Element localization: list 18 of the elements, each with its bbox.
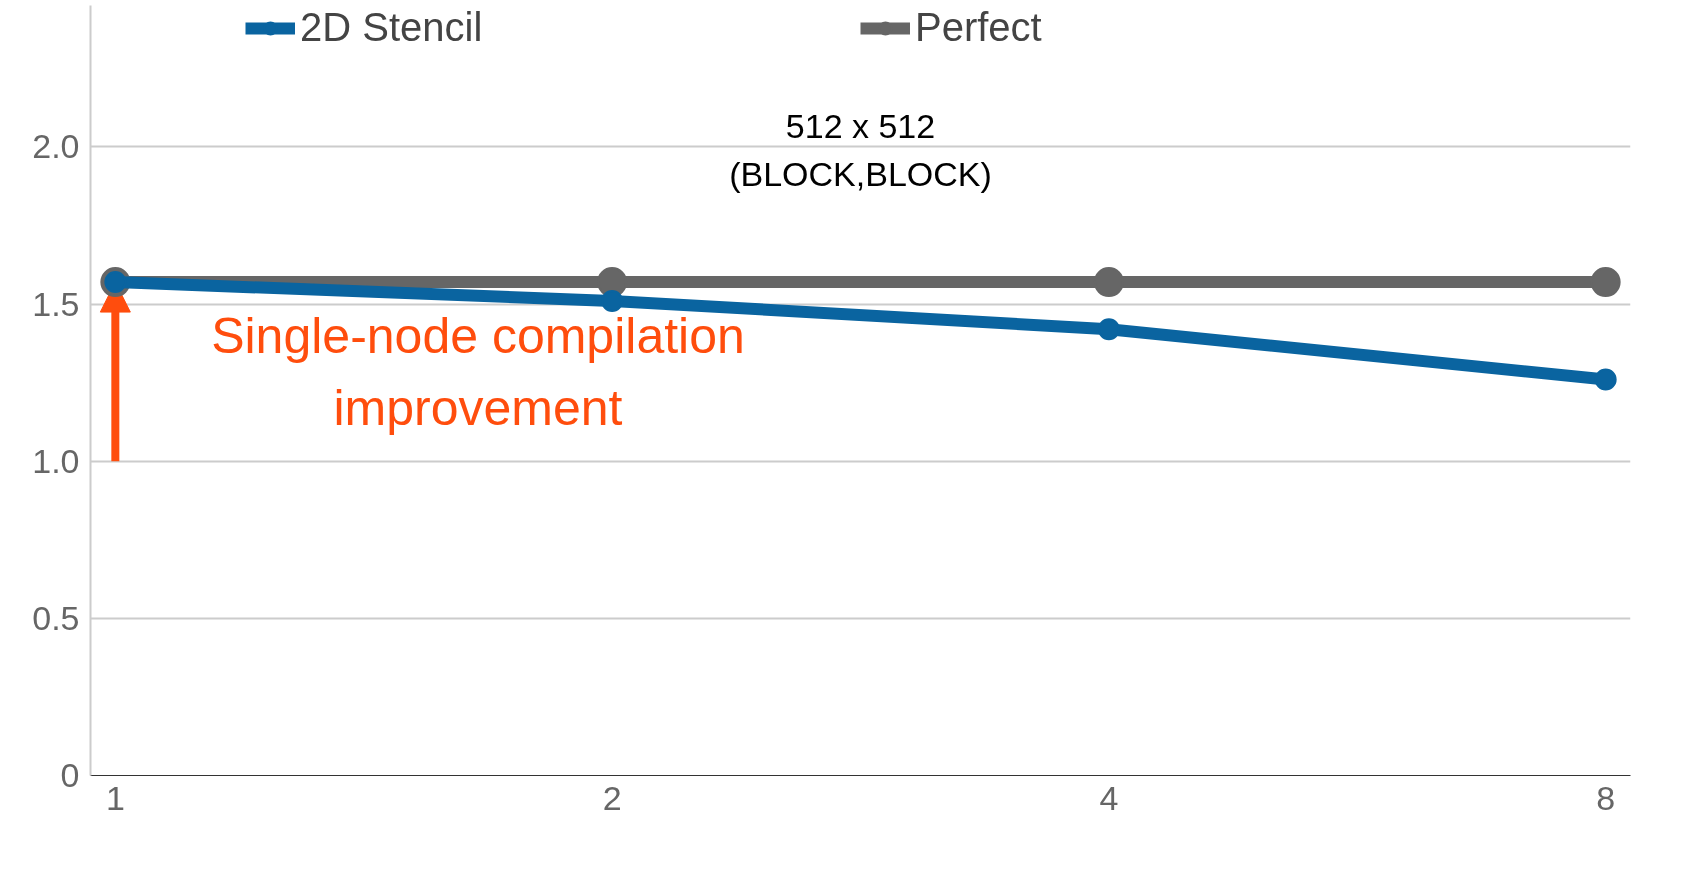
- legend-label: Perfect: [915, 5, 1043, 50]
- y-tick-label: 0.5: [32, 598, 80, 637]
- x-tick-label: 4: [1099, 778, 1119, 817]
- text: 512 x 512 (BLOCK,BLOCK): [729, 106, 992, 193]
- y-tick-label: 0: [60, 756, 80, 794]
- y-tick-label: 1.5: [32, 284, 80, 323]
- legend-label: 2D Stencil: [300, 5, 484, 50]
- x-tick-label: 2: [602, 778, 622, 817]
- y-tick-label: 2.0: [32, 127, 80, 166]
- y-tick-label: 1.0: [32, 441, 80, 480]
- point: [601, 289, 624, 312]
- point: [1590, 267, 1621, 298]
- point: [1594, 368, 1617, 391]
- point: [1093, 267, 1124, 298]
- x-tick-label: 1: [105, 778, 125, 817]
- point: [1097, 318, 1120, 341]
- x-tick-label: 8: [1596, 778, 1616, 817]
- annotation: Single-node compilation improvement: [211, 307, 745, 437]
